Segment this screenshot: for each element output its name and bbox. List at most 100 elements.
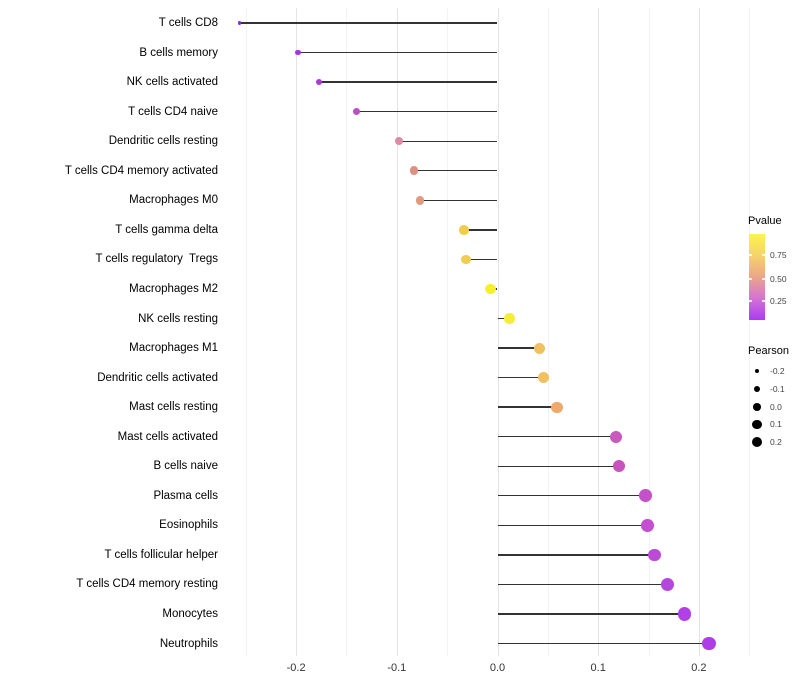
category-label: T cells gamma delta: [115, 223, 218, 236]
category-label: Neutrophils: [159, 637, 218, 650]
lollipop-dot: [661, 577, 675, 591]
lollipop-stem: [497, 406, 557, 408]
size-legend-dot: [753, 402, 761, 411]
category-label: T cells CD4 memory activated: [64, 164, 218, 177]
category-label: Dendritic cells resting: [108, 135, 218, 148]
pvalue-legend-title: Pvalue: [748, 215, 782, 227]
x-tick-label: -0.2: [286, 662, 306, 674]
lollipop-dot: [409, 166, 419, 176]
lollipop-dot: [352, 107, 361, 116]
pearson-size-legend: Pearson -0.2 -0.1 0.0 0.1 0.2: [748, 345, 800, 447]
size-legend-dot: [751, 436, 763, 447]
lollipop-dot: [316, 78, 323, 86]
size-legend-dot: [753, 385, 761, 393]
lollipop-dot: [238, 21, 242, 25]
lollipop-dot: [394, 137, 403, 146]
colorbar-tickmark: [749, 300, 752, 302]
minor-gridline: [749, 8, 751, 656]
x-tick-label: 0.0: [489, 662, 506, 674]
lollipop-dot: [648, 548, 661, 562]
lollipop-dot: [610, 430, 623, 443]
category-label: T cells CD4 memory resting: [76, 578, 218, 591]
size-legend-label: 0.2: [770, 436, 782, 447]
pvalue-colorbar: [749, 234, 765, 320]
lollipop-stem: [356, 110, 498, 113]
lollipop-stem: [413, 170, 498, 172]
category-label: B cells naive: [153, 460, 218, 473]
minor-gridline: [648, 8, 650, 656]
major-gridline: [396, 8, 398, 656]
lollipop-stem: [497, 436, 617, 438]
lollipop-stem: [466, 258, 498, 261]
colorbar-tickmark: [749, 278, 752, 280]
category-label: Eosinophils: [159, 519, 218, 532]
lollipop-stem: [464, 229, 498, 231]
lollipop-dot: [295, 49, 301, 56]
category-label: T cells CD8: [158, 17, 218, 29]
x-tick-label: 0.2: [691, 662, 707, 674]
lollipop-stem: [497, 583, 668, 586]
lollipop-stem: [497, 613, 685, 615]
category-label: Mast cells resting: [129, 401, 218, 414]
colorbar-tickmark: [762, 278, 765, 280]
size-legend-label: -0.2: [770, 366, 785, 376]
category-label: T cells CD4 naive: [128, 105, 218, 118]
minor-gridline: [245, 8, 247, 656]
category-label: Macrophages M1: [129, 342, 218, 355]
colorbar-tickmark: [762, 300, 765, 302]
size-legend-dot: [754, 368, 760, 374]
colorbar-tick-label: 0.50: [770, 274, 787, 285]
lollipop-stem: [497, 317, 510, 320]
category-label: Dendritic cells activated: [97, 371, 218, 384]
lollipop-dot: [551, 401, 563, 413]
y-axis-category-labels: T cells CD8 B cells memory NK cells activa…: [0, 0, 218, 700]
pvalue-color-legend: Pvalue 0.75 0.50 0.25: [748, 215, 800, 320]
category-label: Macrophages M2: [129, 282, 218, 295]
lollipop-stem: [497, 465, 620, 467]
lollipop-stem: [398, 140, 498, 142]
colorbar-tick-label: 0.75: [770, 250, 787, 261]
size-legend-dot: [752, 419, 762, 429]
category-label: Plasma cells: [153, 489, 218, 502]
lollipop-dot: [485, 283, 496, 294]
colorbar-tickmark: [749, 254, 752, 256]
lollipop-stem: [319, 81, 498, 83]
lollipop-dot: [534, 342, 546, 354]
category-label: T cells follicular helper: [104, 548, 218, 561]
lollipop-stem: [497, 347, 540, 349]
lollipop-dot: [639, 489, 652, 503]
lollipop-stem: [497, 376, 544, 379]
lollipop-dot: [504, 313, 515, 324]
size-legend-label: -0.1: [770, 384, 785, 394]
lollipop-dot: [641, 519, 654, 532]
lollipop-stem: [298, 51, 498, 54]
minor-gridline: [547, 8, 549, 656]
major-gridline: [296, 8, 298, 656]
size-legend-label: 0.0: [770, 401, 782, 412]
category-label: Monocytes: [162, 608, 218, 620]
lollipop-dot: [461, 254, 472, 265]
lollipop-stem: [497, 495, 646, 497]
lollipop-stem: [497, 524, 648, 527]
lollipop-dot: [613, 460, 626, 473]
category-label: T cells regulatory Tregs: [95, 253, 218, 266]
lollipop-dot: [678, 607, 692, 621]
lollipop-stem: [497, 554, 655, 556]
major-gridline: [598, 8, 600, 656]
x-tick-label: 0.1: [590, 662, 606, 674]
lollipop-stem: [497, 642, 709, 645]
category-label: NK cells activated: [126, 76, 218, 89]
lollipop-dot: [415, 195, 425, 205]
category-label: Macrophages M0: [129, 194, 218, 207]
lollipop-stem: [419, 199, 498, 201]
lollipop-dot: [459, 225, 470, 235]
size-legend-label: 0.1: [770, 419, 782, 430]
lollipop-stem: [239, 22, 498, 24]
minor-gridline: [346, 8, 348, 656]
colorbar-tickmark: [762, 254, 765, 256]
major-gridline: [698, 8, 700, 656]
minor-gridline: [447, 8, 449, 656]
category-label: NK cells resting: [138, 312, 218, 325]
category-label: B cells memory: [139, 46, 218, 59]
lollipop-dot: [702, 636, 716, 651]
